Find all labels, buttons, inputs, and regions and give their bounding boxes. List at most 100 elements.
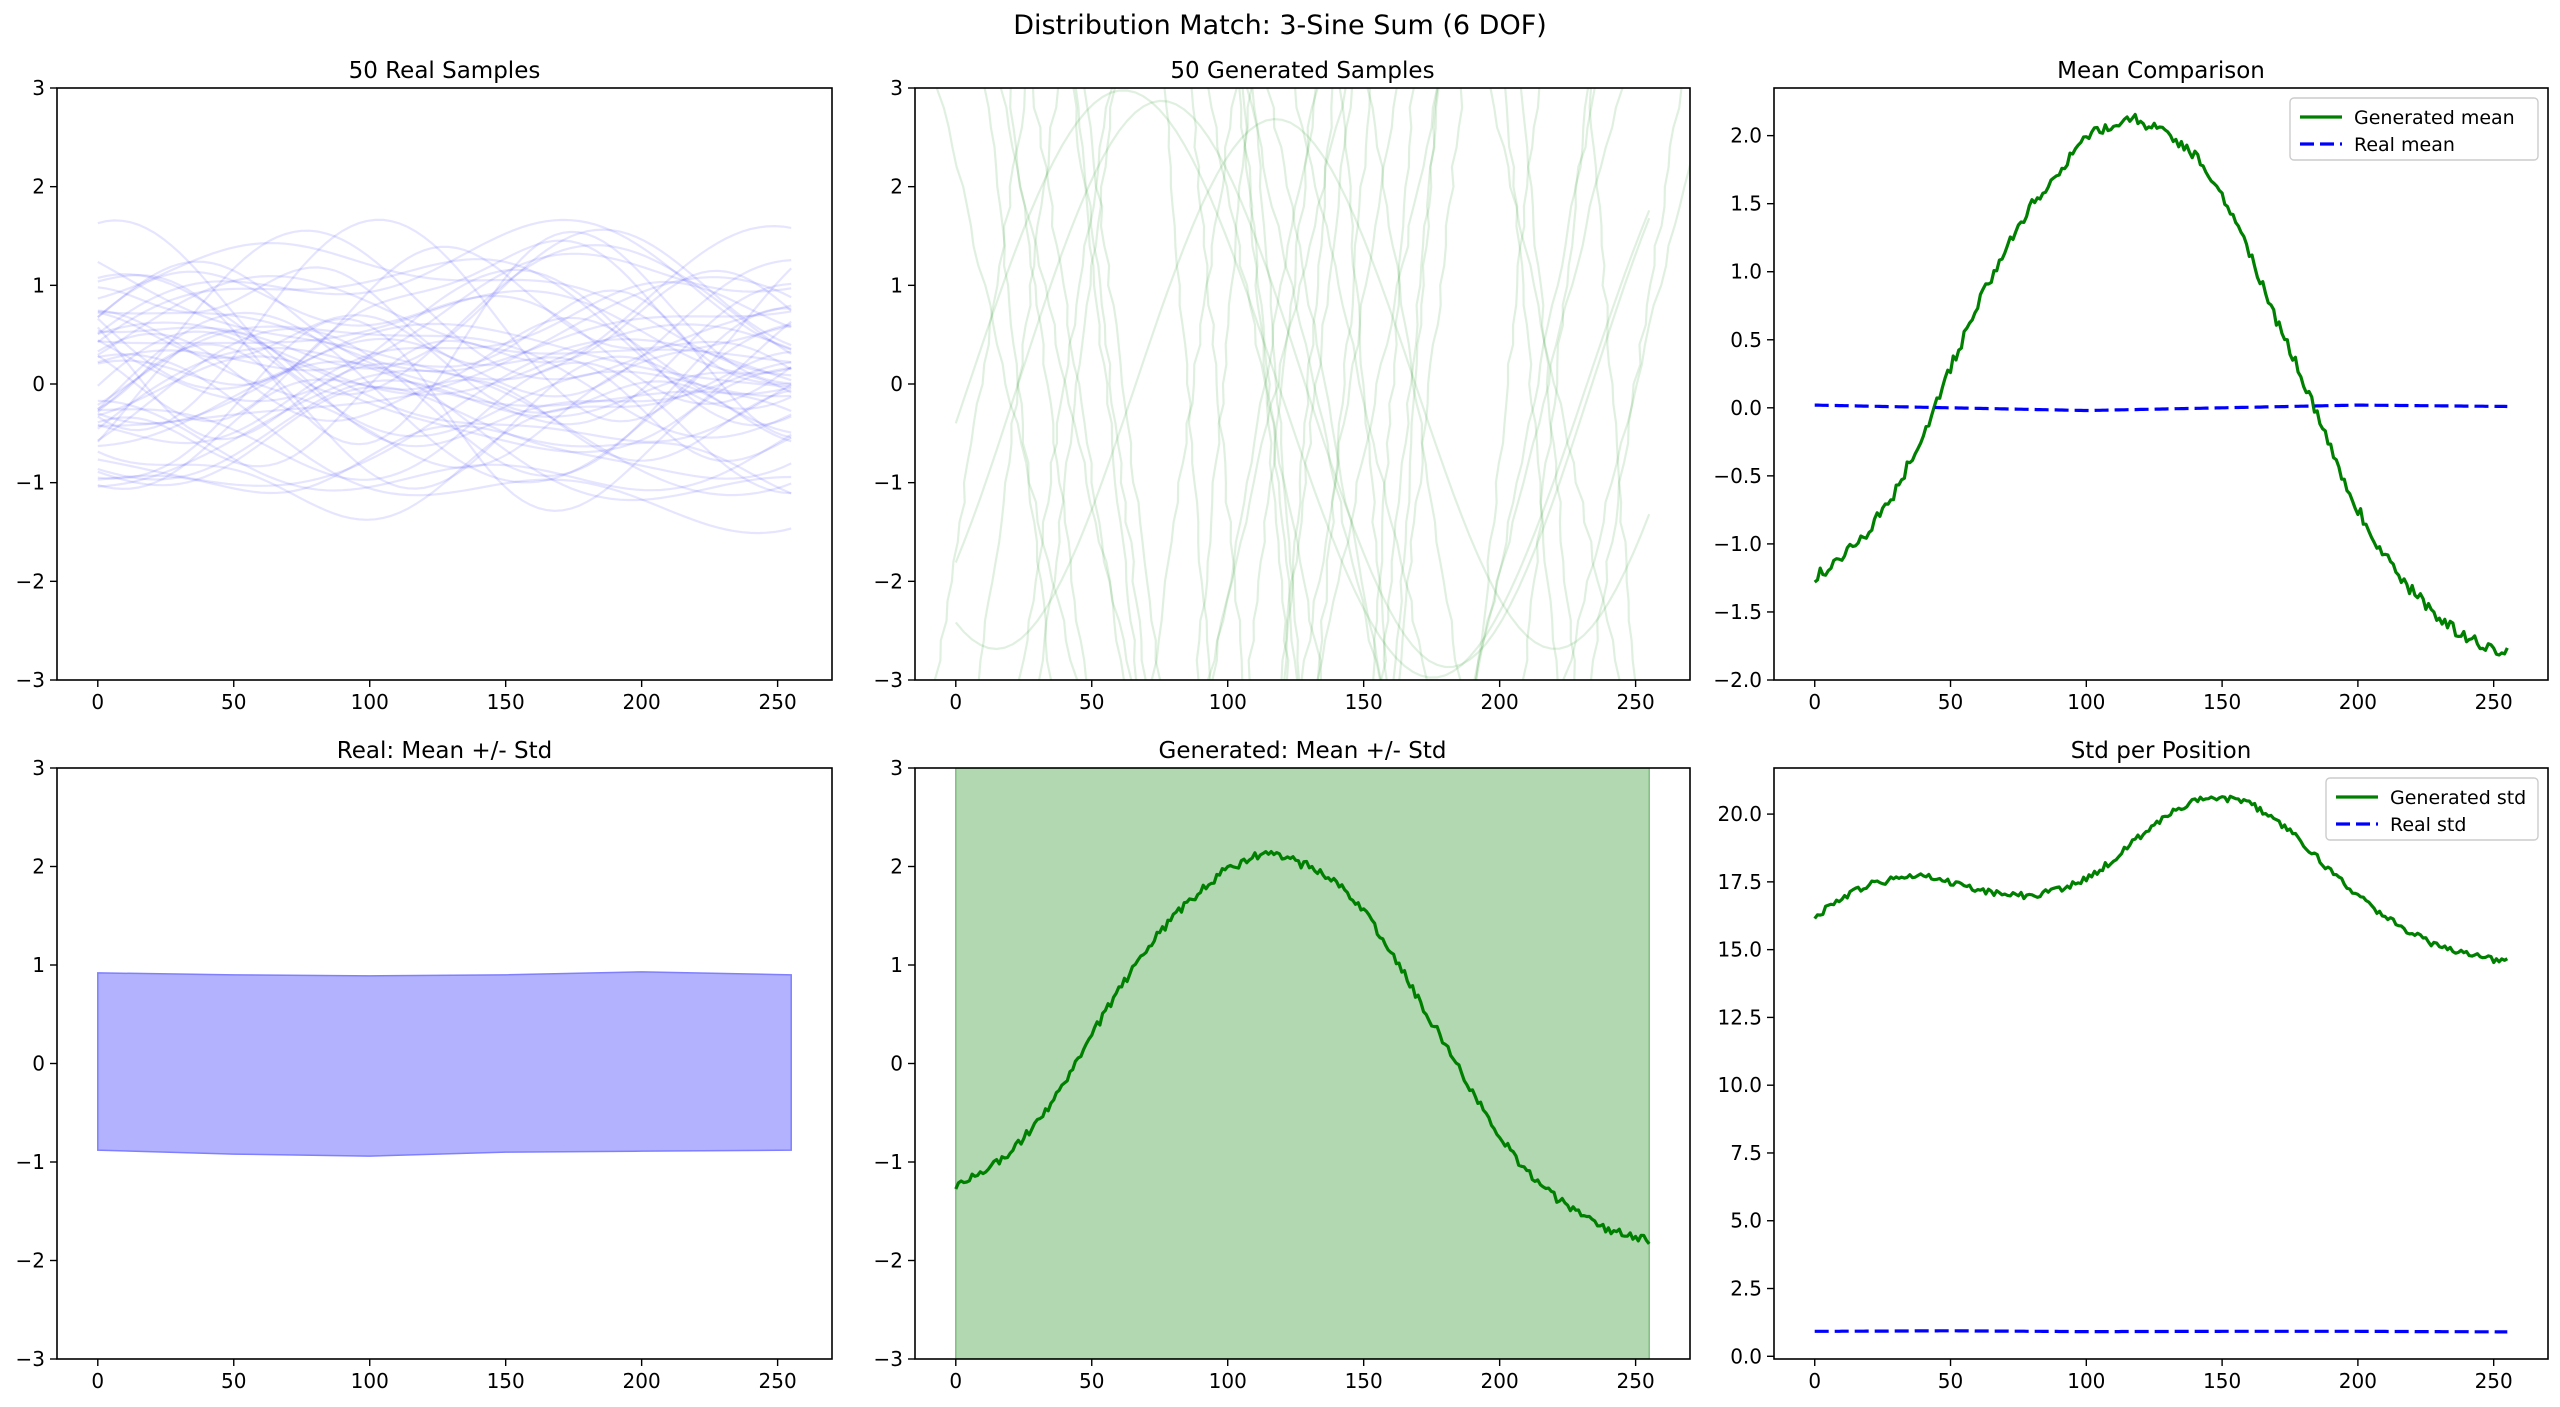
generated-mean-line	[1813, 112, 2509, 657]
chart-title: Generated: Mean +/- Std	[1159, 738, 1447, 764]
y-tick-label: 2.5	[1730, 1277, 1762, 1301]
x-tick-label: 100	[1209, 690, 1247, 714]
plot-area	[97, 971, 792, 1157]
real-sample-line	[97, 218, 792, 432]
generated-sample-line	[1372, 88, 1415, 680]
real-sample-line	[97, 316, 792, 491]
x-tick-label: 250	[1617, 1369, 1655, 1393]
generated-sample-line	[1072, 88, 1138, 680]
legend-box	[2325, 777, 2539, 841]
generated-sample-line	[1207, 88, 1323, 680]
generated-sample-line	[1211, 88, 1319, 680]
y-tick-label: 0	[890, 372, 903, 396]
y-tick-label: 7.5	[1730, 1141, 1762, 1165]
y-tick-label: 5.0	[1730, 1209, 1762, 1233]
x-tick-label: 100	[351, 690, 389, 714]
real-sample-line	[97, 385, 792, 487]
real-sample-line	[97, 241, 792, 377]
y-tick-label: 3	[890, 76, 903, 100]
y-tick-label: 2	[890, 855, 903, 879]
x-tick-label: 50	[221, 1369, 246, 1393]
y-tick-label: 1	[890, 953, 903, 977]
y-tick-label: −3	[16, 1347, 45, 1371]
plot-area	[1813, 794, 2509, 1334]
std-band	[955, 768, 1650, 1359]
real-sample-line	[97, 307, 792, 478]
y-tick-label: 0.0	[1730, 396, 1762, 420]
x-tick-label: 0	[1808, 1369, 1821, 1393]
generated-sample-line	[935, 88, 1079, 680]
real-sample-line	[97, 343, 792, 490]
legend-label: Generated mean	[2354, 107, 2515, 129]
real-sample-line	[97, 355, 792, 443]
y-tick-label: −2	[16, 569, 45, 593]
y-tick-label: 2	[32, 175, 45, 199]
x-tick-label: 0	[1808, 690, 1821, 714]
generated-sample-line	[999, 88, 1133, 680]
real-sample-line	[97, 230, 792, 446]
generated-sample-line	[1473, 88, 1624, 680]
generated-sample-line	[1489, 88, 1621, 680]
real-sample-line	[97, 321, 792, 396]
generated-sample-line	[1017, 88, 1114, 680]
real-sample-line	[96, 289, 792, 441]
plot-area	[933, 88, 1690, 680]
real-sample-line	[97, 309, 792, 469]
real-sample-line	[96, 330, 792, 448]
legend-label: Generated std	[2390, 787, 2526, 809]
chart-title: 50 Real Samples	[349, 58, 541, 84]
y-tick-label: 0	[32, 1052, 45, 1076]
real-sample-line	[97, 322, 792, 425]
real-sample-line	[97, 219, 792, 396]
real-sample-line	[97, 258, 792, 410]
chart-title: Std per Position	[2071, 738, 2252, 764]
y-tick-label: −1	[16, 1150, 45, 1174]
y-tick-label: −2.0	[1713, 668, 1762, 692]
real-sample-line	[97, 229, 792, 410]
x-tick-label: 50	[221, 690, 246, 714]
real-sample-line	[97, 325, 792, 439]
chart-title: 50 Generated Samples	[1170, 58, 1434, 84]
generated-sample-line	[1266, 88, 1382, 680]
generated-sample-line	[1562, 158, 1690, 680]
x-tick-label: 0	[949, 690, 962, 714]
y-tick-label: −2	[874, 1249, 903, 1273]
y-tick-label: 20.0	[1717, 802, 1762, 826]
real-sample-line	[97, 317, 792, 513]
y-tick-label: −1	[16, 471, 45, 495]
x-tick-label: 100	[2067, 1369, 2105, 1393]
real-sample-line	[97, 369, 792, 497]
real-sample-line	[97, 310, 792, 373]
generated-sample-line	[1316, 88, 1439, 680]
y-tick-label: 1.5	[1730, 192, 1762, 216]
real-sample-line	[97, 273, 792, 454]
y-tick-label: 3	[32, 76, 45, 100]
figure-title: Distribution Match: 3-Sine Sum (6 DOF)	[1013, 10, 1547, 41]
y-tick-label: 17.5	[1717, 870, 1762, 894]
generated-sample-line	[1283, 88, 1334, 680]
y-tick-label: 12.5	[1717, 1005, 1762, 1029]
x-tick-label: 50	[1938, 690, 1963, 714]
x-tick-label: 200	[1481, 1369, 1519, 1393]
panel-p2: 50 Generated Samples 0 50 100 150 200 250 −3 −2 −…	[874, 58, 1691, 714]
x-tick-label: 150	[487, 690, 525, 714]
axes-frame	[1773, 87, 2549, 681]
generated-sample-line	[1190, 88, 1244, 680]
real-sample-line	[97, 268, 792, 427]
y-tick-label: −1.5	[1713, 600, 1762, 624]
generated-sample-line	[1206, 88, 1347, 680]
real-sample-line	[97, 289, 792, 375]
x-tick-label: 250	[2475, 690, 2513, 714]
real-sample-line	[97, 239, 792, 423]
real-sample-line	[97, 371, 792, 481]
generated-sample-line	[1366, 88, 1462, 680]
real-sample-line	[97, 228, 792, 370]
y-tick-label: −3	[874, 1347, 903, 1371]
legend-box	[2289, 97, 2539, 161]
chart-title: Mean Comparison	[2057, 58, 2265, 84]
real-std-line	[1814, 1329, 2508, 1334]
y-tick-label: 3	[890, 756, 903, 780]
real-sample-line	[97, 311, 792, 484]
real-sample-line	[97, 280, 792, 445]
